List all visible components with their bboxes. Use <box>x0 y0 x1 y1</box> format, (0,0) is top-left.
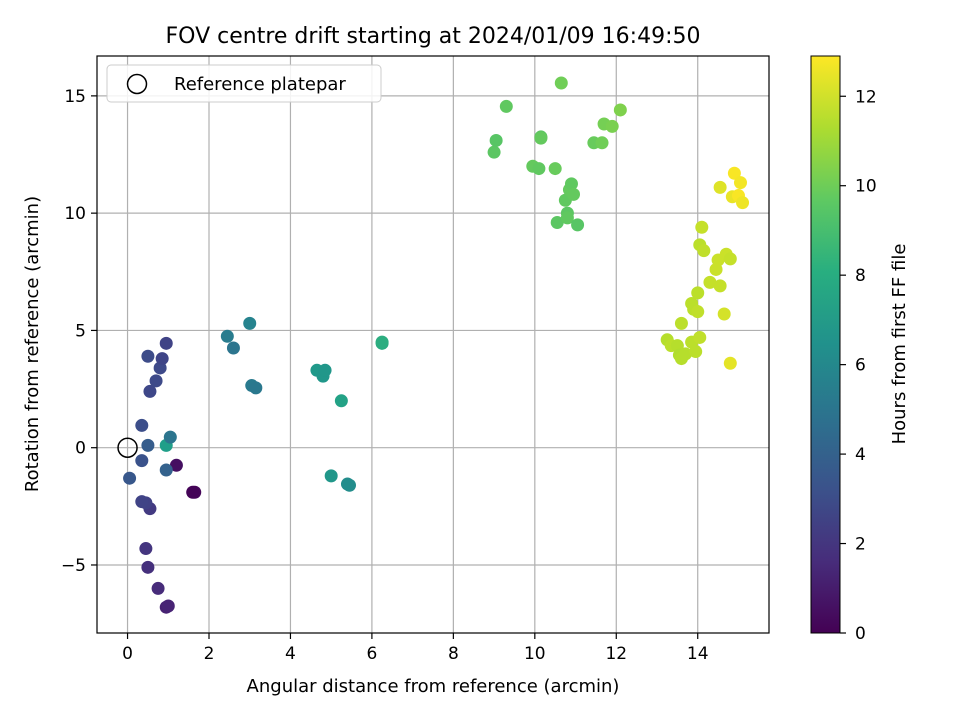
data-point <box>605 119 619 133</box>
grid-lines <box>97 56 769 633</box>
data-point <box>143 384 157 398</box>
data-point <box>691 286 705 300</box>
scatter-points <box>123 76 750 614</box>
x-tick-label: 8 <box>448 644 459 664</box>
x-tick-label: 0 <box>122 644 133 664</box>
data-point <box>226 341 240 355</box>
data-point <box>159 463 173 477</box>
data-point <box>141 349 155 363</box>
data-point <box>139 542 153 556</box>
data-point <box>489 133 503 147</box>
data-point <box>550 216 564 230</box>
data-point <box>123 471 137 485</box>
data-point <box>318 363 332 377</box>
x-tick-label: 12 <box>605 644 627 664</box>
data-point <box>534 131 548 145</box>
x-tick-label: 4 <box>285 644 296 664</box>
data-point <box>169 458 183 472</box>
x-tick-label: 10 <box>524 644 546 664</box>
chart-title: FOV centre drift starting at 2024/01/09 … <box>166 24 701 49</box>
data-point <box>343 478 357 492</box>
data-point <box>155 352 169 366</box>
data-point <box>135 495 149 509</box>
data-point <box>693 330 707 344</box>
x-tick-label: 14 <box>687 644 709 664</box>
colorbar-tick-label: 0 <box>855 624 866 644</box>
data-point <box>151 581 165 595</box>
colorbar-gradient <box>810 55 841 634</box>
colorbar-tick-label: 12 <box>855 87 877 107</box>
plot-frame <box>96 55 770 634</box>
data-point <box>220 329 234 343</box>
reference-platepar-marker <box>117 437 138 458</box>
data-point <box>736 196 750 210</box>
data-point <box>554 76 568 90</box>
colorbar-tick-label: 10 <box>855 177 877 197</box>
data-point <box>713 279 727 293</box>
y-tick-label: 10 <box>64 204 86 224</box>
legend-entry-reference-platepar: Reference platepar <box>174 74 346 95</box>
data-point <box>487 145 501 159</box>
data-point <box>135 418 149 432</box>
data-point <box>564 177 578 191</box>
y-axis-label: Rotation from reference (arcmin) <box>22 196 43 492</box>
data-point <box>334 394 348 408</box>
data-point <box>733 176 747 190</box>
data-point <box>695 220 709 234</box>
data-point <box>548 162 562 176</box>
colorbar-ticks: 0 2 4 6 8 10 12 <box>840 87 877 644</box>
legend: Reference platepar <box>106 64 382 103</box>
data-point <box>499 99 513 113</box>
x-axis-label: Angular distance from reference (arcmin) <box>247 676 620 697</box>
data-point <box>135 454 149 468</box>
colorbar-label: Hours from first FF file <box>889 244 910 445</box>
data-point <box>159 336 173 350</box>
data-point <box>161 599 175 613</box>
y-tick-label: 5 <box>75 321 86 341</box>
data-point <box>324 469 338 483</box>
data-point <box>567 187 581 201</box>
data-point <box>595 136 609 150</box>
data-point <box>141 438 155 452</box>
colorbar-tick-label: 6 <box>855 356 866 376</box>
data-point <box>689 345 703 359</box>
data-point <box>727 166 741 180</box>
data-point <box>571 218 585 232</box>
data-point <box>243 316 257 330</box>
data-point <box>674 316 688 330</box>
data-point <box>149 374 163 388</box>
data-point <box>713 180 727 194</box>
x-tick-label: 2 <box>204 644 215 664</box>
data-point <box>186 485 200 499</box>
colorbar: 0 2 4 6 8 10 12 Hours from first FF file <box>810 55 910 644</box>
y-axis-ticks: −5 0 5 10 15 <box>61 87 97 576</box>
data-point <box>723 252 737 266</box>
data-point <box>613 103 627 117</box>
data-point <box>560 211 574 225</box>
data-point <box>141 560 155 574</box>
data-point <box>717 307 731 321</box>
data-point <box>703 275 717 289</box>
legend-box <box>106 64 382 103</box>
y-tick-label: 15 <box>64 87 86 107</box>
data-point <box>697 244 711 258</box>
x-tick-label: 6 <box>366 644 377 664</box>
colorbar-tick-label: 4 <box>855 445 866 465</box>
x-axis-ticks: 0 2 4 6 8 10 12 14 <box>122 633 709 664</box>
data-point <box>679 347 693 361</box>
data-point <box>691 305 705 319</box>
data-point <box>723 356 737 370</box>
legend-marker <box>126 73 148 95</box>
colorbar-tick-label: 2 <box>855 535 866 555</box>
data-point <box>163 430 177 444</box>
colorbar-tick-label: 8 <box>855 266 866 286</box>
data-point <box>249 381 263 395</box>
y-tick-label: 0 <box>75 439 86 459</box>
data-point <box>532 162 546 176</box>
y-tick-label: −5 <box>61 556 86 576</box>
data-point <box>375 335 389 349</box>
